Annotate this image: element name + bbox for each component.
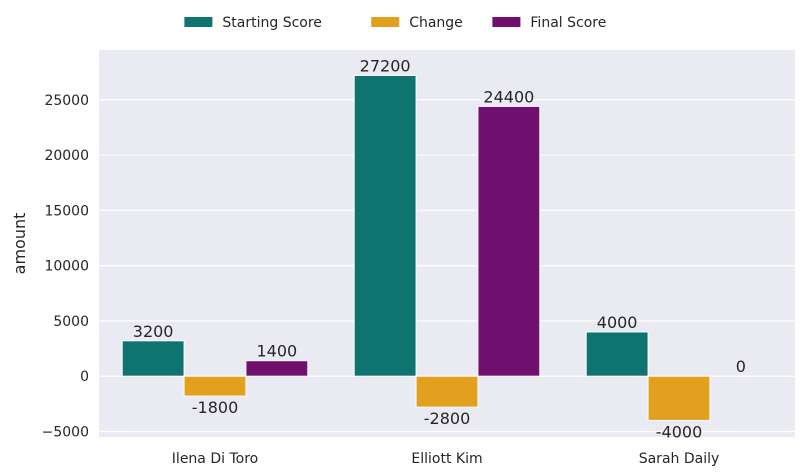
x-axis-ticks: Ilena Di Toro Elliott Kim Sarah Daily (172, 451, 719, 467)
bar (121, 340, 185, 377)
y-axis-ticks: −5000 0 5000 10000 15000 20000 25000 (42, 93, 89, 441)
bar (245, 360, 309, 377)
y-tick-label: 25000 (44, 93, 89, 109)
data-label: -2800 (424, 409, 471, 428)
data-label: -4000 (656, 422, 703, 441)
data-label: 27200 (360, 56, 411, 75)
data-label: 0 (736, 357, 746, 376)
y-tick-label: −5000 (42, 424, 89, 440)
y-tick-label: 0 (80, 369, 89, 385)
y-tick-label: 10000 (44, 259, 89, 275)
data-label: -1800 (192, 398, 239, 417)
legend-swatch (184, 17, 213, 27)
y-tick-label: 15000 (44, 203, 89, 219)
data-label: 24400 (483, 87, 534, 106)
data-label: 3200 (133, 322, 174, 341)
legend-label: Starting Score (222, 15, 322, 31)
legend-swatch (492, 17, 521, 27)
data-labels: 3200 -1800 1400 27200 -2800 24400 4000 -4000 0 (133, 56, 746, 441)
data-label: 4000 (597, 313, 638, 332)
y-tick-label: 20000 (44, 148, 89, 164)
legend-label: Final Score (530, 15, 606, 31)
bar (647, 375, 711, 421)
x-tick-label: Elliott Kim (411, 451, 482, 467)
legend-label: Change (409, 15, 463, 31)
bar (477, 105, 541, 377)
plot-background (99, 50, 795, 437)
bar (415, 375, 479, 408)
y-axis-label: amount (10, 213, 29, 275)
x-tick-label: Sarah Daily (639, 451, 720, 467)
bar (183, 375, 247, 397)
x-tick-label: Ilena Di Toro (172, 451, 258, 467)
data-label: 1400 (257, 342, 298, 361)
bar (585, 331, 649, 377)
legend: Starting Score Change Final Score (184, 15, 606, 31)
legend-swatch (371, 17, 400, 27)
bars (121, 74, 711, 421)
bar (353, 74, 417, 377)
y-tick-label: 5000 (53, 314, 89, 330)
